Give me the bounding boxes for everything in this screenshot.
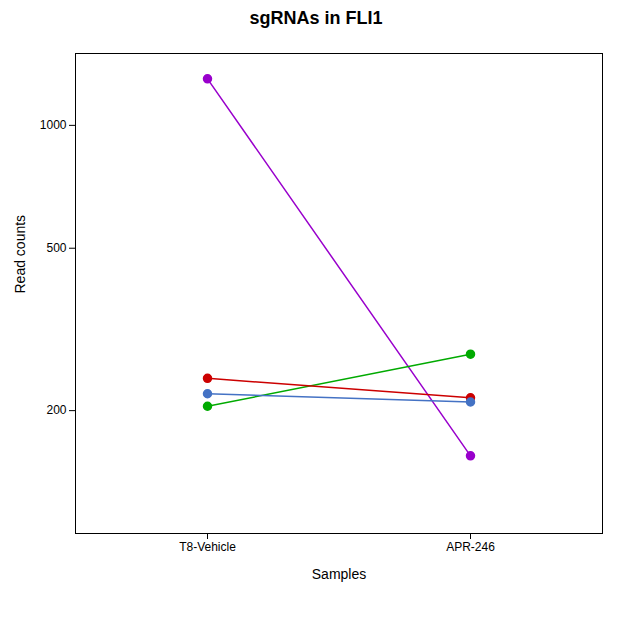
svg-text:200: 200: [46, 403, 66, 417]
svg-text:APR-246: APR-246: [446, 540, 495, 554]
svg-text:T8-Vehicle: T8-Vehicle: [179, 540, 236, 554]
svg-text:500: 500: [46, 241, 66, 255]
svg-text:1000: 1000: [40, 118, 67, 132]
svg-text:Read counts: Read counts: [12, 215, 28, 294]
svg-text:Samples: Samples: [312, 566, 366, 582]
html-text:sgRNAs in FLI1: sgRNAs in FLI1: [249, 8, 383, 28]
